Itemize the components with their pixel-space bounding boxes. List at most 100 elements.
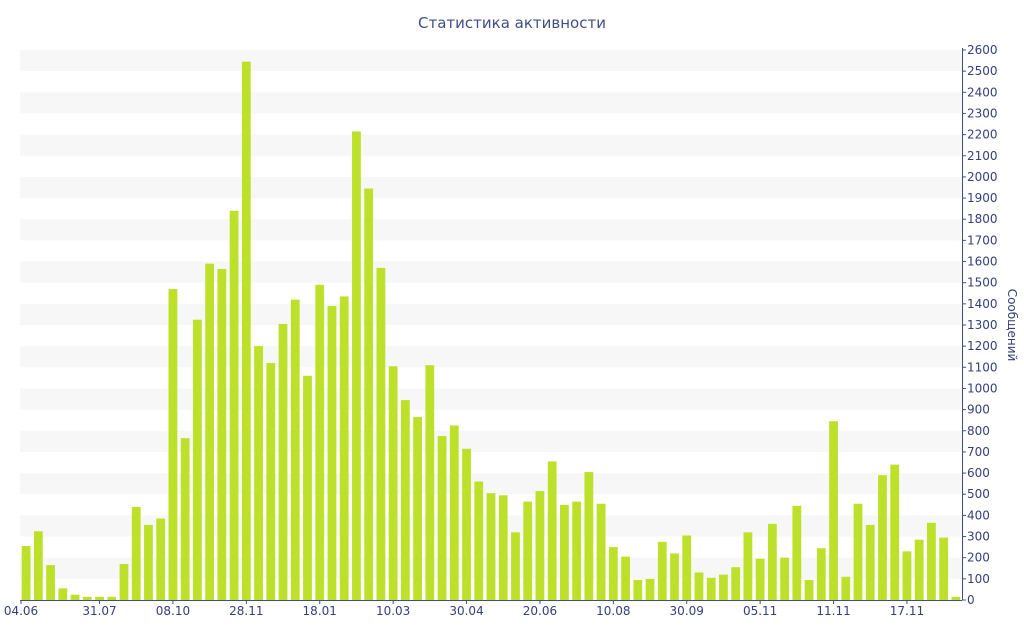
bar	[645, 578, 655, 600]
bar	[156, 518, 166, 600]
bar	[241, 61, 251, 600]
bar	[657, 541, 667, 600]
y-tick-label: 1200	[967, 339, 998, 353]
y-tick-label: 300	[967, 530, 990, 544]
y-tick-label: 1400	[967, 297, 998, 311]
bar	[168, 289, 178, 600]
x-tick-label: 28.11	[229, 604, 263, 618]
bar	[70, 594, 80, 600]
bar	[559, 504, 569, 600]
x-tick-label: 30.09	[670, 604, 704, 618]
bar	[21, 546, 31, 600]
bar	[535, 491, 545, 600]
bar	[303, 375, 312, 600]
x-tick-label: 17.11	[890, 604, 924, 618]
chart-title: Статистика активности	[418, 14, 606, 32]
bar	[939, 537, 949, 600]
y-tick-label: 0	[967, 593, 975, 607]
bar	[205, 263, 215, 600]
bar	[682, 535, 692, 600]
y-tick-label: 600	[967, 466, 990, 480]
bar	[731, 567, 741, 600]
bar	[339, 296, 349, 600]
bar	[865, 524, 875, 600]
bar	[596, 503, 606, 600]
y-tick-label: 500	[967, 487, 990, 501]
grid-band	[20, 134, 962, 156]
y-tick-label: 400	[967, 508, 990, 522]
bar	[951, 596, 961, 600]
x-tick-label: 10.08	[596, 604, 630, 618]
bar	[743, 532, 753, 600]
bar	[804, 579, 814, 600]
bar	[352, 131, 361, 600]
bar	[694, 572, 704, 600]
bar	[425, 365, 435, 600]
bar	[229, 210, 239, 600]
grid-band	[20, 219, 962, 241]
bar	[82, 596, 92, 600]
bar	[523, 501, 533, 600]
x-tick-label: 30.04	[449, 604, 483, 618]
bar	[400, 400, 410, 600]
y-tick-label: 2600	[967, 43, 998, 57]
bar	[192, 319, 202, 600]
bar	[780, 557, 790, 600]
bar	[107, 596, 117, 600]
axes: 0 100 200 300 400 500 600 700 800 900 1000 1100 1200…	[4, 43, 998, 618]
bar	[180, 438, 190, 600]
y-tick-label: 800	[967, 424, 990, 438]
bar	[755, 558, 765, 600]
y-tick-label: 2000	[967, 170, 998, 184]
bars	[21, 61, 961, 601]
x-tick-label: 11.11	[816, 604, 850, 618]
grid-band	[20, 346, 962, 368]
grid-band	[20, 388, 962, 410]
bar	[511, 532, 520, 600]
bar	[914, 539, 924, 600]
y-tick-label: 1500	[967, 276, 998, 290]
y-tick-label: 2100	[967, 149, 998, 163]
bar	[927, 522, 936, 600]
grid-band	[20, 473, 962, 495]
bar	[388, 366, 398, 600]
bar	[486, 493, 496, 600]
y-tick-label: 2500	[967, 64, 998, 78]
bar	[829, 421, 838, 600]
bar	[670, 553, 679, 600]
bar	[608, 547, 618, 600]
x-tick-label: 18.01	[303, 604, 337, 618]
bar	[46, 565, 55, 600]
bar	[584, 472, 594, 600]
bar	[315, 284, 325, 600]
grid-band	[20, 261, 962, 283]
bar	[95, 596, 104, 600]
x-tick-label: 04.06	[4, 604, 38, 618]
y-tick-label: 900	[967, 403, 990, 417]
bar	[841, 576, 851, 600]
bar	[792, 505, 802, 600]
y-tick-label: 2300	[967, 106, 998, 120]
y-tick-label: 1300	[967, 318, 998, 332]
x-tick-label: 20.06	[523, 604, 557, 618]
y-tick-label: 2200	[967, 128, 998, 142]
bar	[119, 564, 129, 600]
x-tick-label: 31.07	[82, 604, 116, 618]
bar	[633, 579, 643, 600]
bar	[33, 531, 43, 600]
grid-band	[20, 92, 962, 114]
grid-band	[20, 430, 962, 452]
bar	[449, 425, 459, 600]
y-tick-label: 1000	[967, 381, 998, 395]
bar	[364, 188, 374, 601]
x-tick-label: 10.03	[376, 604, 410, 618]
grid-band	[20, 176, 962, 199]
grid-band	[20, 50, 962, 72]
x-tick-label: 08.10	[156, 604, 190, 618]
bar	[266, 363, 276, 600]
bar	[621, 556, 630, 600]
bar	[878, 475, 887, 600]
y-tick-label: 100	[967, 572, 990, 586]
bar	[547, 461, 557, 600]
